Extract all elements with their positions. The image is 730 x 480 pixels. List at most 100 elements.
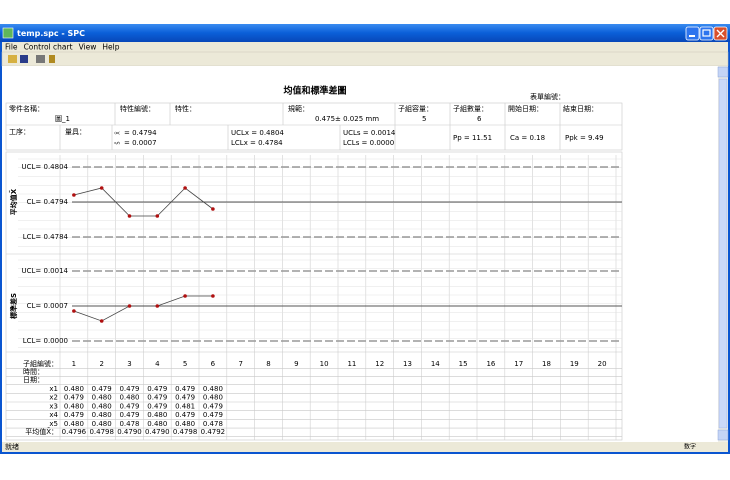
table-cell: 0.479 (119, 402, 139, 410)
table-cell: 0.479 (203, 411, 223, 419)
data-point (155, 214, 160, 218)
limit-label: UCL= 0.0014 (22, 267, 69, 275)
count: 6 (477, 115, 482, 123)
sbar: = 0.0007 (124, 139, 157, 147)
table-cell: 0.480 (203, 394, 223, 402)
row-label: 日期： (23, 376, 44, 384)
char-no-label: 特性編號： (120, 104, 155, 113)
table-cell: 0.480 (147, 420, 167, 428)
data-point (99, 186, 104, 190)
char-label: 特性： (175, 104, 196, 113)
scroll-down[interactable] (717, 429, 729, 441)
limit-label: LCL= 0.4784 (23, 233, 69, 241)
data-point (155, 304, 160, 308)
subgroup-number: 9 (294, 360, 298, 368)
window-title: temp.spc - SPC (17, 29, 85, 38)
y-axis-label: 平均值X̄ (9, 188, 18, 215)
header-box (5, 102, 623, 151)
xbar-symbol: X̄ (115, 131, 122, 135)
gauge-label: 量具： (65, 128, 86, 136)
minimize-button[interactable] (685, 26, 700, 41)
status-bar (2, 442, 728, 452)
data-point (211, 294, 215, 298)
data-point (183, 186, 187, 190)
scroll-thumb[interactable] (718, 78, 728, 429)
table-cell: 0.479 (119, 411, 139, 419)
table-cell: 0.480 (92, 394, 112, 402)
menu-bar (2, 42, 728, 52)
table-cell: 0.4792 (201, 428, 226, 436)
table-cell: 0.479 (175, 385, 195, 393)
table-cell: 0.4798 (89, 428, 114, 436)
data-point (127, 304, 132, 308)
maximize-button[interactable] (699, 26, 714, 41)
series-line (73, 295, 213, 322)
process-label: 工序： (9, 127, 30, 136)
row-label: x3 (49, 402, 58, 410)
limit-label: CL= 0.0007 (27, 302, 68, 310)
subgroup-number: 18 (542, 360, 551, 368)
subgroup-number: 8 (266, 360, 270, 368)
toolbar (1, 51, 729, 67)
open-button[interactable] (8, 55, 17, 63)
table-cell: 0.479 (175, 394, 195, 402)
subgroup-number: 19 (570, 360, 579, 368)
limit-label: UCL= 0.4804 (22, 163, 69, 171)
size-label: 子組容量： (398, 104, 433, 113)
ppk: Ppk = 9.49 (565, 134, 604, 142)
data-point (211, 207, 215, 211)
table-cell: 0.479 (92, 385, 112, 393)
part-name-label: 零件名稱： (9, 104, 44, 113)
minimize-icon (689, 35, 695, 37)
limit-label: CL= 0.4794 (27, 198, 69, 206)
table-cell: 0.480 (64, 402, 84, 410)
data-point (72, 309, 76, 313)
subgroup-number: 11 (347, 360, 356, 368)
status-num: 数字 (684, 443, 696, 451)
spec: 0.475± 0.025 mm (315, 115, 379, 123)
subgroup-number: 7 (238, 360, 242, 368)
table-cell: 0.479 (147, 385, 167, 393)
menu-item[interactable]: Help (102, 43, 119, 52)
subgroup-number: 10 (320, 360, 329, 368)
table-cell: 0.479 (203, 402, 223, 410)
table-cell: 0.4796 (62, 428, 87, 436)
table-cell: 0.479 (147, 394, 167, 402)
subgroup-number: 1 (72, 360, 76, 368)
ucls: UCLs = 0.0014 (343, 129, 396, 137)
limit-label: LCL= 0.0000 (23, 337, 68, 345)
subgroup-number: 3 (127, 360, 131, 368)
series-line (73, 187, 214, 217)
table-cell: 0.4798 (173, 428, 198, 436)
spec-label: 規範： (288, 104, 309, 113)
menu-item[interactable]: View (79, 43, 97, 52)
app-icon (2, 27, 14, 39)
scroll-up[interactable] (717, 66, 729, 78)
row-label: 時間： (23, 368, 44, 376)
table-cell: 0.480 (92, 402, 112, 410)
uclx: UCLx = 0.4804 (231, 129, 284, 137)
table-cell: 0.480 (203, 385, 223, 393)
save-button[interactable] (20, 55, 28, 63)
ca: Ca = 0.18 (510, 134, 545, 142)
subgroup-number: 13 (403, 360, 412, 368)
part-name: 圖_1 (55, 115, 70, 123)
print-button[interactable] (36, 55, 45, 63)
menu-item[interactable]: Control chart (24, 43, 73, 52)
row-label: 平均值X̄： (25, 427, 58, 436)
count-label: 子組數量： (453, 104, 488, 113)
chart-frame (5, 151, 623, 441)
table-cell: 0.4790 (145, 428, 170, 436)
subgroup-number: 6 (211, 360, 216, 368)
table-cell: 0.479 (119, 385, 139, 393)
table-cell: 0.480 (92, 411, 112, 419)
help-button[interactable] (49, 55, 55, 63)
subgroup-number: 2 (99, 360, 103, 368)
subgroup-number: 12 (375, 360, 384, 368)
maximize-icon (702, 29, 711, 37)
table-cell: 0.479 (147, 402, 167, 410)
menu-item[interactable]: File (5, 43, 18, 52)
subgroup-number: 15 (459, 360, 468, 368)
row-label: x1 (49, 385, 58, 393)
